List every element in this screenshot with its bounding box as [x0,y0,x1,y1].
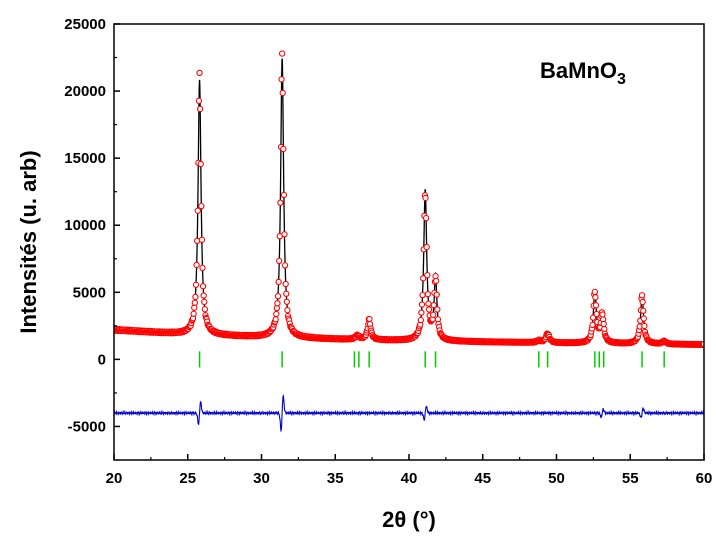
observed-point [200,292,207,299]
y-tick-label: 0 [98,351,106,368]
observed-point [433,291,440,298]
observed-point [592,302,600,309]
observed-point [196,105,204,113]
observed-point [198,202,205,210]
x-tick-label: 35 [327,470,344,487]
observed-point [280,145,287,153]
compound-label: BaMnO3 [540,58,626,88]
observed-point [281,262,289,269]
observed-point [589,321,596,328]
observed-point [277,199,284,206]
observed-point [192,293,199,301]
observed-point [425,306,433,313]
y-tick-label: -5000 [68,418,106,435]
observed-point [641,322,648,330]
observed-point [279,89,286,97]
observed-point [434,306,441,313]
observed-point [190,310,197,317]
observed-point [283,298,291,305]
x-axis-title: 2θ (°) [382,507,436,532]
observed-point [198,236,206,243]
observed-point [591,288,598,295]
x-tick-label: 45 [474,470,491,487]
observed-point [284,307,291,314]
observed-point [419,291,426,299]
observed-point [195,97,203,104]
observed-point [191,304,198,311]
observed-point [420,275,427,282]
observed-point [418,309,425,316]
observed-point [283,290,290,297]
observed-points-layer [114,50,704,349]
observed-point [274,293,282,300]
observed-point [282,280,289,288]
observed-point [422,194,429,202]
y-tick-label: 10000 [64,217,106,234]
observed-point [417,316,424,324]
observed-point [424,272,431,279]
observed-point [193,261,200,269]
x-tick-label: 25 [179,470,196,487]
observed-point [273,310,280,318]
observed-point [423,243,430,251]
observed-point [278,76,285,83]
observed-point [638,292,646,299]
x-tick-label: 40 [401,470,418,487]
observed-point [430,311,437,318]
observed-point [199,264,206,271]
observed-point [430,302,437,309]
x-tick-label: 30 [253,470,270,487]
observed-point [280,191,288,199]
y-tick-label: 15000 [64,150,106,167]
y-axis-ticks: 25000 20000 15000 10000 5000 0 -5000 [64,16,120,435]
y-tick-label: 25000 [64,16,106,33]
observed-point [196,69,203,77]
observed-point [425,300,432,307]
observed-point [589,314,597,321]
observed-point [201,306,209,313]
observed-point [276,257,283,265]
observed-point [274,300,281,307]
y-tick-label: 20000 [64,83,106,100]
x-tick-label: 60 [696,470,713,487]
x-tick-label: 50 [548,470,565,487]
observed-point [639,298,646,306]
observed-point [592,294,599,301]
observed-point [418,301,426,308]
x-tick-label: 20 [106,470,123,487]
x-axis-ticks: 20 25 30 35 40 45 50 55 60 [106,454,713,487]
observed-point [640,315,647,322]
observed-point [194,207,201,214]
observed-point [366,315,373,323]
observed-point [199,283,207,290]
observed-point [275,278,282,286]
observed-point [272,316,279,323]
difference-curve-layer [114,394,704,433]
observed-point [432,277,440,285]
observed-point [278,50,286,57]
observed-point [422,214,430,222]
bragg-positions-layer [198,351,665,368]
observed-point [600,320,607,328]
observed-point [192,281,200,288]
y-tick-label: 5000 [73,284,106,301]
observed-point [197,160,204,168]
observed-point [281,231,288,238]
observed-point [191,299,198,306]
observed-point [424,290,432,298]
y-axis-title: Intensités (u. arb) [16,150,41,333]
observed-point [201,298,208,306]
difference-curve [114,394,704,433]
observed-point [640,307,647,314]
x-tick-label: 55 [622,470,639,487]
